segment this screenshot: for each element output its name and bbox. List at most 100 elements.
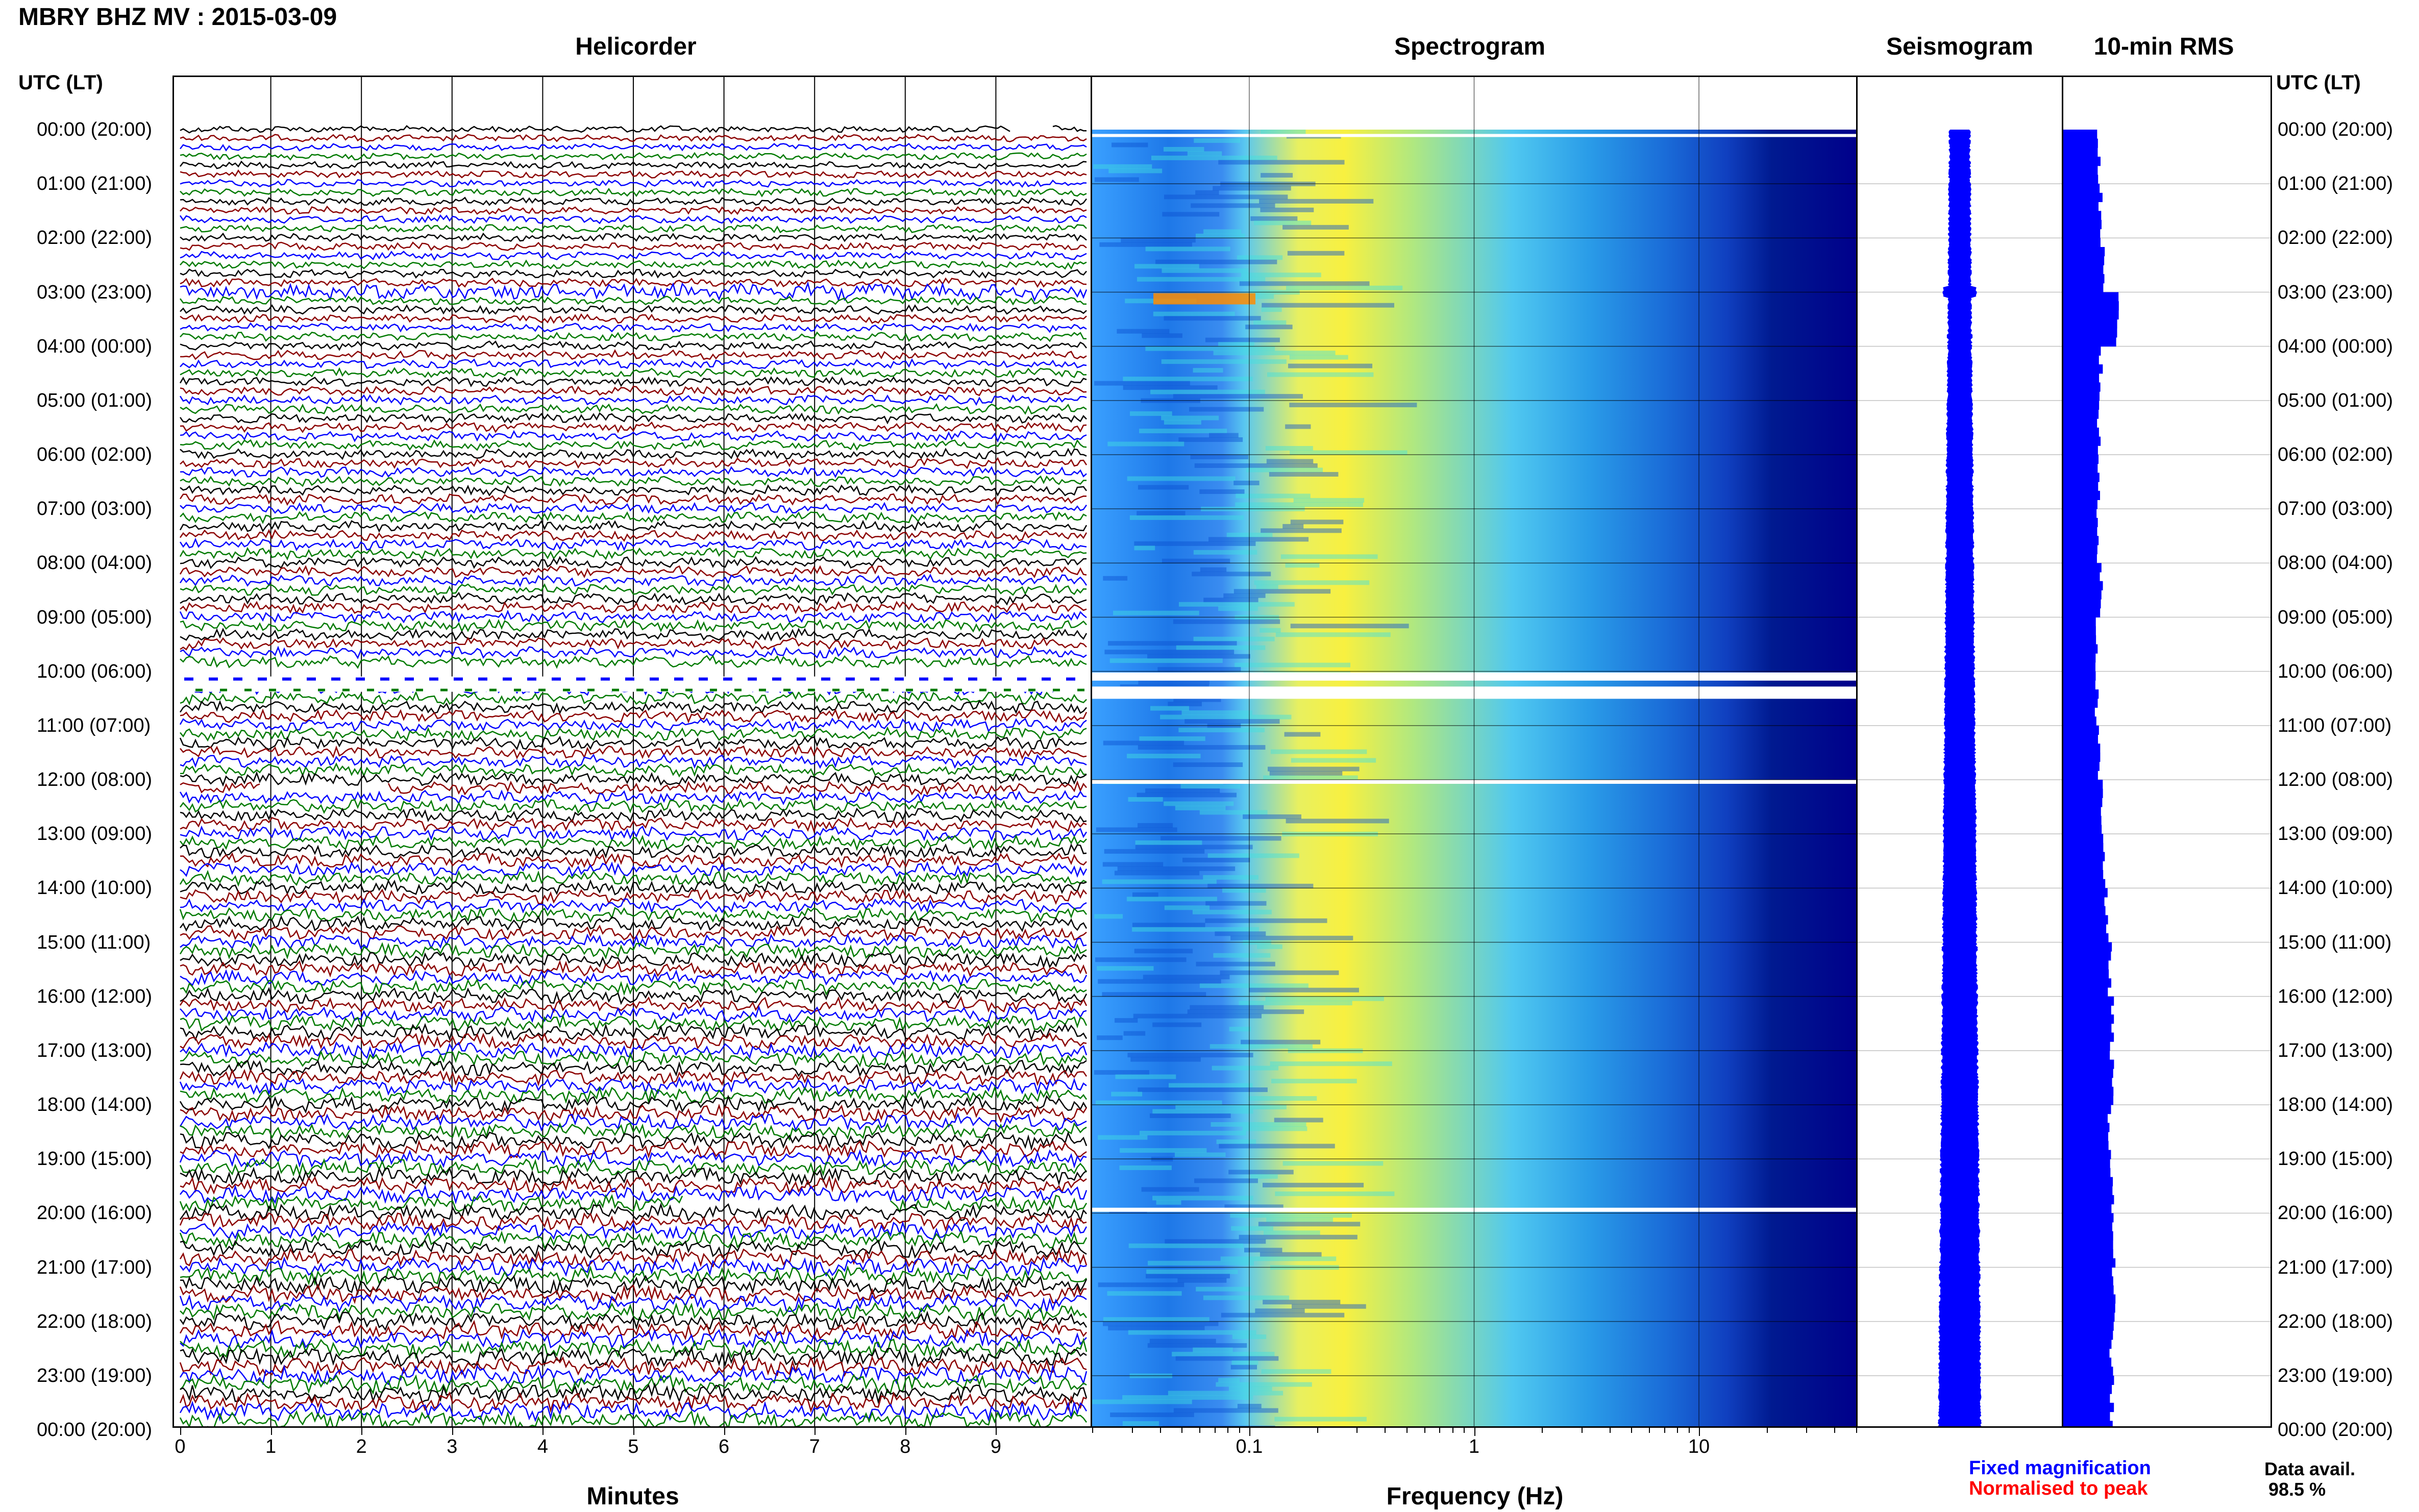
helicorder-trace (180, 556, 1087, 569)
spectrogram-texture (1139, 429, 1227, 434)
helicorder-trace (180, 825, 1088, 842)
spectrogram-texture (1145, 788, 1220, 793)
spectrogram-texture (1173, 762, 1243, 767)
spectrogram-texture (1132, 927, 1259, 932)
time-label: 04:00 (00:00) (37, 335, 153, 357)
helicorder-trace (179, 565, 1087, 579)
rms-bar (2063, 1168, 2111, 1178)
helicorder-gap-mark (797, 677, 806, 681)
helicorder-gap-mark (650, 677, 659, 681)
frequency-tick-mark (1249, 1428, 1250, 1436)
seismogram-envelope (1938, 130, 1982, 1426)
frequency-tick-mark (1424, 1428, 1425, 1433)
frequency-tick-mark (1464, 1428, 1465, 1433)
spectrogram-texture (1195, 190, 1219, 195)
frequency-tick-mark (1649, 1428, 1650, 1433)
spectrogram-texture (1150, 706, 1190, 711)
spectrogram-texture (1231, 1360, 1258, 1366)
rms-bar (2063, 752, 2101, 762)
helicorder-gap-mark (685, 688, 693, 691)
helicorder-gap-mark (1066, 677, 1075, 681)
helicorder-gap-mark (1017, 677, 1026, 681)
spectrogram-texture (1145, 346, 1275, 351)
helicorder-trace (180, 152, 1087, 161)
spectrogram-texture (1161, 359, 1287, 364)
time-label: 06:00 (02:00) (37, 444, 153, 465)
spectrogram-texture (1257, 944, 1282, 949)
rms-bar (2063, 1411, 2110, 1421)
helicorder-gap-mark (587, 688, 595, 691)
helicorder-trace (1052, 125, 1087, 132)
rms-bar (2063, 563, 2102, 573)
helicorder-gap-mark (184, 677, 193, 681)
helicorder-trace (179, 996, 1088, 1014)
time-label: 18:00 (14:00) (37, 1094, 153, 1116)
frequency-tick-mark (1581, 1428, 1583, 1433)
helicorder-trace (180, 1238, 1087, 1259)
rms-bar (2063, 175, 2099, 184)
helicorder-gap-mark (612, 688, 619, 691)
helicorder-gap-mark (699, 677, 708, 681)
seismogram-plot (1858, 130, 2062, 1426)
helicorder-gap-mark (857, 688, 864, 691)
rms-bar (2063, 1303, 2115, 1313)
helicorder-trace (180, 1103, 1088, 1123)
minutes-tick-label: 3 (447, 1436, 458, 1457)
minutes-tick-label: 9 (990, 1436, 1001, 1457)
time-label: 16:00 (12:00) (37, 985, 153, 1007)
spectrogram-texture (1284, 732, 1321, 737)
minutes-tick-mark (633, 1428, 634, 1435)
helicorder-trace (180, 1005, 1087, 1023)
helicorder-gap-mark (244, 688, 252, 691)
frequency-tick-mark (1806, 1428, 1808, 1433)
rms-title: 10-min RMS (2093, 33, 2234, 60)
helicorder-trace (180, 1139, 1087, 1160)
spectrogram-texture (1173, 1408, 1278, 1413)
spectrogram-texture (1266, 1217, 1333, 1222)
rms-bar (2063, 310, 2119, 320)
spectrogram-texture (1126, 897, 1217, 902)
helicorder-gap-mark (307, 677, 316, 681)
spectrogram-texture (1267, 372, 1374, 377)
helicorder-gap-mark (734, 688, 742, 691)
helicorder-gap-mark (674, 677, 683, 681)
rms-bar (2063, 852, 2105, 861)
helicorder-trace (180, 1041, 1088, 1059)
spectrogram-texture (1218, 1378, 1240, 1383)
helicorder-trace (179, 519, 1088, 533)
time-label: 07:00 (03:00) (2278, 498, 2393, 520)
helicorder-trace (180, 1050, 1087, 1068)
rms-bar (2063, 1348, 2110, 1358)
minutes-tick-mark (905, 1428, 906, 1435)
spectrogram-texture (1194, 463, 1318, 468)
helicorder-trace (180, 987, 1088, 1005)
spectrogram-texture (1260, 207, 1314, 212)
helicorder-gap-mark (429, 677, 438, 681)
spectrogram-texture (1161, 415, 1219, 420)
spectrogram-texture (1103, 576, 1128, 581)
helicorder-trace (180, 915, 1088, 932)
rms-bar (2063, 842, 2104, 853)
spectrogram-texture (1236, 493, 1311, 499)
time-label: 05:00 (01:00) (2278, 389, 2393, 411)
spectrogram-texture (1211, 1122, 1306, 1127)
helicorder-gap-mark (919, 677, 928, 681)
spectrogram-texture (1245, 325, 1293, 330)
helicorder-gap-mark (870, 677, 879, 681)
frequency-tick-mark (1856, 1428, 1857, 1433)
helicorder-gap-mark (563, 688, 570, 691)
spectrogram-texture (1146, 1274, 1230, 1279)
spectrogram-texture (1220, 1256, 1337, 1261)
helicorder-gap-mark (269, 688, 276, 691)
helicorder-trace (180, 646, 1087, 660)
spectrogram-texture (1130, 1057, 1201, 1062)
spectrogram-texture (1102, 879, 1217, 884)
spectrogram-texture (1237, 255, 1283, 260)
spectrogram-texture (1203, 1295, 1290, 1300)
spectrogram-texture (1233, 589, 1331, 594)
frequency-tick-mark (1214, 1428, 1216, 1433)
helicorder-gap-mark (552, 677, 561, 681)
rms-bar (2063, 256, 2105, 265)
helicorder-trace (180, 1382, 1088, 1404)
rms-bar (2063, 572, 2100, 582)
